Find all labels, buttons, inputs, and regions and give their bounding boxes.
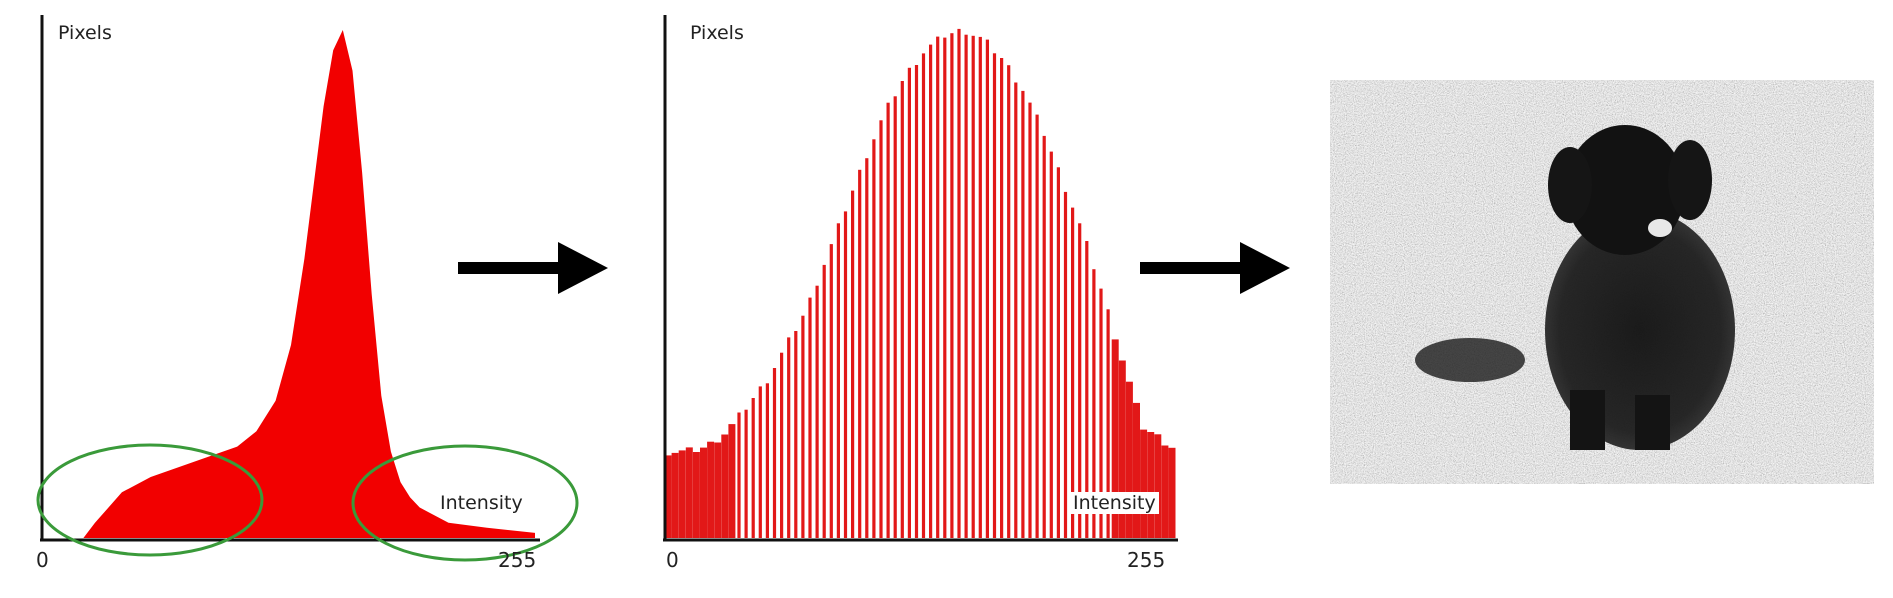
- equalized-bar: [1085, 241, 1089, 538]
- equalized-bar: [1035, 114, 1039, 538]
- arrow-right-icon: [1140, 242, 1290, 294]
- original-y-axis-label: Pixels: [58, 22, 112, 44]
- equalized-bar: [765, 383, 769, 538]
- equalized-bar: [1021, 90, 1025, 539]
- equalized-photo: [1330, 80, 1874, 484]
- equalized-bar: [822, 264, 826, 538]
- equalized-bar: [1111, 339, 1119, 538]
- equalized-x-tick-max: 255: [1127, 548, 1166, 572]
- equalized-bar: [1125, 381, 1133, 538]
- equalized-bar: [801, 315, 805, 538]
- equalized-bar: [707, 441, 715, 538]
- equalized-bar: [865, 158, 869, 538]
- equalized-bar: [957, 28, 961, 539]
- equalized-bar: [964, 34, 968, 538]
- equalized-bar: [787, 337, 791, 538]
- equalized-bar: [978, 36, 982, 539]
- original-x-tick-min: 0: [36, 548, 49, 572]
- equalized-bar: [1071, 207, 1075, 538]
- equalized-bar: [808, 297, 812, 538]
- equalized-bar: [1140, 429, 1148, 538]
- equalized-bar: [700, 447, 707, 538]
- equalized-bar: [678, 450, 686, 538]
- equalized-bar: [1042, 135, 1046, 538]
- equalized-bar: [721, 434, 729, 538]
- equalized-bar: [692, 452, 700, 538]
- equalized-x-axis-label: Intensity: [1070, 492, 1159, 514]
- equalized-bar: [829, 244, 833, 538]
- equalized-bar: [772, 368, 777, 538]
- arrow-right-icon: [458, 242, 608, 294]
- equalized-bar: [992, 53, 997, 539]
- equalized-bar: [671, 452, 679, 538]
- equalized-bar: [1000, 58, 1004, 538]
- high-intensity-tail-ellipse: [351, 444, 579, 562]
- equalized-bar: [943, 37, 947, 538]
- equalized-bar: [872, 139, 876, 539]
- equalized-bar: [1014, 82, 1018, 538]
- equalized-bar: [664, 455, 672, 538]
- equalized-bar: [843, 211, 848, 538]
- equalized-bar: [1099, 288, 1103, 538]
- low-intensity-tail-ellipse: [36, 443, 264, 557]
- equalized-bar: [900, 81, 904, 538]
- equalized-bar: [907, 67, 911, 539]
- equalized-bar: [737, 412, 741, 538]
- original-histogram-area: [45, 30, 535, 538]
- equalized-bar: [921, 53, 926, 539]
- original-histogram-fill: [45, 30, 535, 538]
- equalized-bar: [836, 223, 840, 539]
- equalized-bar: [851, 190, 855, 538]
- equalized-y-axis-label: Pixels: [690, 22, 744, 44]
- equalized-histogram: [663, 15, 1178, 542]
- equalized-bar: [714, 442, 722, 538]
- equalized-bar: [893, 96, 897, 539]
- equalized-bar: [971, 35, 975, 539]
- equalized-bar: [1056, 167, 1060, 539]
- equalized-bar: [1147, 432, 1155, 538]
- original-histogram: [36, 15, 579, 562]
- equalized-x-tick-min: 0: [666, 548, 679, 572]
- equalized-bar: [1161, 445, 1169, 538]
- equalized-bar: [1078, 223, 1082, 539]
- equalized-bar: [858, 169, 862, 539]
- equalized-bar: [879, 120, 883, 539]
- equalized-bar: [685, 447, 693, 538]
- equalized-bar: [1106, 309, 1110, 538]
- equalized-bar: [815, 285, 819, 538]
- equalized-bar: [1168, 447, 1176, 538]
- equalized-bar: [950, 33, 954, 538]
- equalized-bar: [936, 36, 940, 538]
- equalized-bar: [985, 39, 989, 538]
- equalized-bar: [1049, 151, 1053, 538]
- equalized-bar: [1154, 434, 1162, 538]
- original-x-axis-label: Intensity: [440, 492, 523, 514]
- equalized-bar: [728, 424, 736, 538]
- equalized-bar: [1118, 360, 1126, 538]
- dog-figure: [1415, 125, 1735, 450]
- equalized-bar: [1028, 102, 1032, 538]
- equalized-bar: [1007, 65, 1011, 538]
- equalized-bar: [1063, 191, 1068, 538]
- equalized-bar: [780, 352, 784, 538]
- original-x-tick-max: 255: [498, 548, 537, 572]
- equalized-bar: [794, 331, 798, 538]
- equalized-bar: [914, 65, 919, 538]
- equalized-bar: [886, 102, 890, 538]
- equalized-bar: [1092, 269, 1096, 538]
- equalized-bar: [758, 386, 762, 538]
- equalized-bar: [929, 44, 933, 538]
- equalized-bar: [1133, 402, 1140, 538]
- equalized-bar: [744, 409, 748, 538]
- equalized-histogram-bars: [664, 28, 1176, 539]
- equalized-bar: [751, 398, 755, 538]
